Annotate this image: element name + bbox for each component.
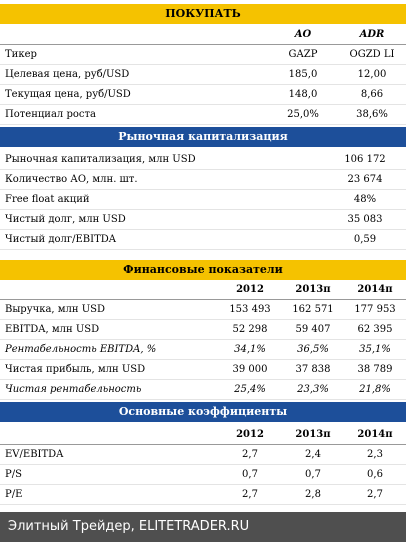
header-rule <box>0 44 406 45</box>
column-header: 2014п <box>357 429 393 440</box>
row-label: Целевая цена, руб/USD <box>5 69 130 80</box>
row-value: 2,8 <box>305 489 321 500</box>
row-value: 0,7 <box>242 469 258 480</box>
row-rule <box>0 104 406 105</box>
row-value: 2,7 <box>367 489 383 500</box>
row-value: 37 838 <box>295 364 331 375</box>
column-header: 2014п <box>357 284 393 295</box>
row-value: 185,0 <box>288 69 318 80</box>
row-rule <box>0 359 406 360</box>
row-value: 52 298 <box>232 324 268 335</box>
row-rule <box>0 339 406 340</box>
row-rule <box>0 319 406 320</box>
row-label: EV/EBITDA <box>5 449 64 460</box>
row-value: 2,7 <box>242 449 258 460</box>
row-value: 39 000 <box>232 364 268 375</box>
section-title: Финансовые показатели <box>0 260 406 280</box>
row-value: 35 083 <box>347 214 383 225</box>
row-label: Чистый долг, млн USD <box>5 214 126 225</box>
row-value: 36,5% <box>297 344 329 355</box>
row-value: 2,3 <box>367 449 383 460</box>
row-value: 23,3% <box>297 384 329 395</box>
row-value: 38 789 <box>357 364 393 375</box>
row-label: P/E <box>5 489 23 500</box>
row-label: Рыночная капитализация, млн USD <box>5 154 196 165</box>
column-header: 2012 <box>236 429 264 440</box>
row-label: EBITDA, млн USD <box>5 324 100 335</box>
row-value: 34,1% <box>234 344 266 355</box>
row-value: 2,4 <box>305 449 321 460</box>
row-label: Чистая рентабельность <box>5 384 142 395</box>
row-value: 148,0 <box>288 89 318 100</box>
row-rule <box>0 379 406 380</box>
row-value: 21,8% <box>359 384 391 395</box>
row-label: Текущая цена, руб/USD <box>5 89 131 100</box>
row-rule <box>0 209 406 210</box>
row-rule <box>0 484 406 485</box>
row-label: Количество АО, млн. шт. <box>5 174 138 185</box>
row-rule <box>0 64 406 65</box>
row-rule <box>0 464 406 465</box>
section-title: Основные коэффициенты <box>0 402 406 422</box>
row-value: 48% <box>353 194 377 205</box>
row-value: 153 493 <box>229 304 271 315</box>
watermark: Элитный Трейдер, ELITETRADER.RU <box>0 512 406 542</box>
row-value: GAZP <box>288 49 318 60</box>
row-label: Тикер <box>5 49 37 60</box>
row-label: Рентабельность EBITDA, % <box>5 344 157 355</box>
column-header: 2012 <box>236 284 264 295</box>
row-value: 8,66 <box>360 89 384 100</box>
row-value: 0,7 <box>305 469 321 480</box>
row-rule <box>0 189 406 190</box>
row-value: OGZD LI <box>349 49 395 60</box>
header-rule <box>0 299 406 300</box>
row-label: Free float акций <box>5 194 90 205</box>
row-label: P/S <box>5 469 22 480</box>
row-label: Чистый долг/EBITDA <box>5 234 116 245</box>
section-title: ПОКУПАТЬ <box>0 4 406 24</box>
row-rule <box>0 124 406 125</box>
row-value: 162 571 <box>292 304 334 315</box>
header-rule <box>0 444 406 445</box>
row-value: 59 407 <box>295 324 331 335</box>
section-title: Рыночная капитализация <box>0 127 406 147</box>
row-rule <box>0 249 406 250</box>
row-value: 23 674 <box>347 174 383 185</box>
row-value: 2,7 <box>242 489 258 500</box>
row-value: 38,6% <box>356 109 388 120</box>
row-value: 35,1% <box>359 344 391 355</box>
row-rule <box>0 84 406 85</box>
row-value: 106 172 <box>344 154 386 165</box>
column-header: AO <box>294 29 312 40</box>
row-value: 0,6 <box>367 469 383 480</box>
row-rule <box>0 504 406 505</box>
row-rule <box>0 229 406 230</box>
row-label: Выручка, млн USD <box>5 304 106 315</box>
row-label: Потенциал роста <box>5 109 96 120</box>
row-label: Чистая прибыль, млн USD <box>5 364 146 375</box>
column-header: ADR <box>359 29 385 40</box>
row-value: 25,0% <box>287 109 319 120</box>
column-header: 2013п <box>295 429 331 440</box>
row-value: 177 953 <box>354 304 396 315</box>
row-value: 25,4% <box>234 384 266 395</box>
row-value: 0,59 <box>353 234 377 245</box>
row-value: 62 395 <box>357 324 393 335</box>
row-value: 12,00 <box>357 69 387 80</box>
row-rule <box>0 399 406 400</box>
column-header: 2013п <box>295 284 331 295</box>
row-rule <box>0 169 406 170</box>
